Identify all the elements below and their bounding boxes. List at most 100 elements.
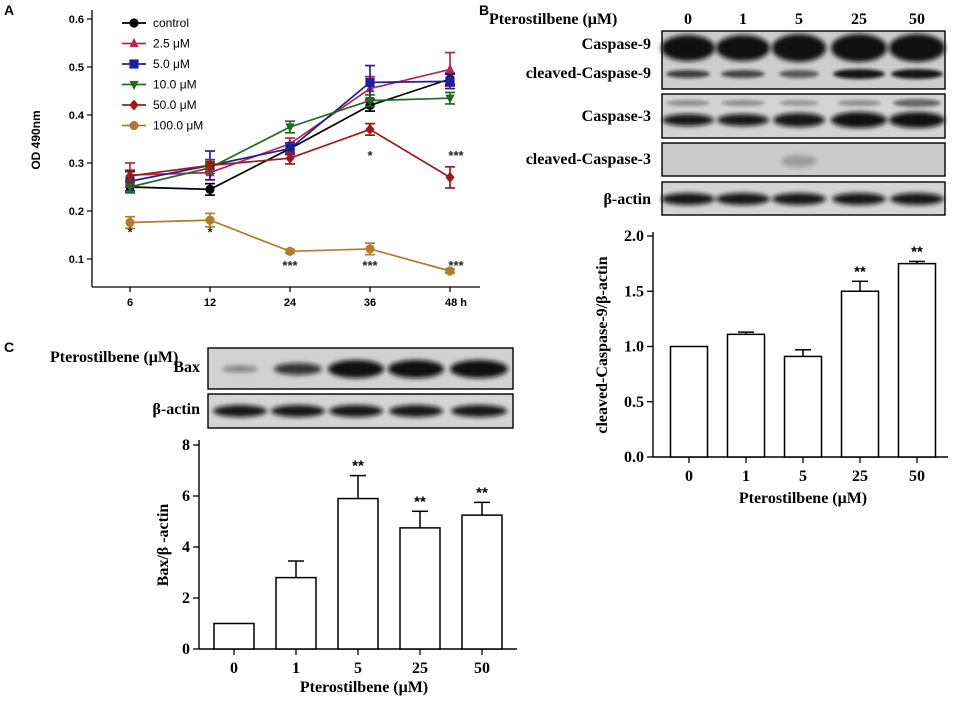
bar-group: 0 xyxy=(669,345,709,485)
blot-band xyxy=(716,35,770,61)
legend-marker xyxy=(129,120,139,131)
blot-row: cleaved-Caspase-3 xyxy=(526,142,946,177)
blot-row-label: β-actin xyxy=(603,191,651,208)
data-point xyxy=(365,77,375,87)
x-axis-label-b: Pterostilbene (μM) xyxy=(739,490,867,507)
blot-band xyxy=(779,100,819,106)
legend-label: 100.0 μM xyxy=(153,119,203,133)
bar xyxy=(399,527,441,650)
blot-band xyxy=(662,114,714,126)
blot-band xyxy=(772,34,826,62)
legend-item: 10.0 μM xyxy=(122,78,197,92)
bar-chart-c: Bax/β -actin Pterostilbene (μM) 0 2 4 6 8 0 1… xyxy=(155,437,517,696)
y-tick-label-a: 0.2 xyxy=(69,206,84,218)
bar xyxy=(213,622,255,650)
x-tick-label: 50 xyxy=(474,660,490,677)
lane-label: 5 xyxy=(795,11,803,28)
data-point xyxy=(365,97,375,107)
significance-marker: * xyxy=(127,225,133,240)
y-tick-label: 1.5 xyxy=(624,283,644,300)
data-point xyxy=(445,63,455,73)
data-point xyxy=(125,183,135,193)
blot-band xyxy=(389,405,443,417)
blot-band xyxy=(781,155,817,167)
significance-marker: * xyxy=(207,225,213,240)
legend-marker xyxy=(129,37,139,48)
data-point xyxy=(125,170,135,182)
legend-item: 100.0 μM xyxy=(122,119,203,133)
lane-label: 0 xyxy=(684,11,692,28)
blot-row-label: Caspase-9 xyxy=(582,36,651,53)
y-axis-label-c: Bax/β -actin xyxy=(155,504,172,587)
blot-band xyxy=(893,99,941,107)
significance-marker: ** xyxy=(414,493,426,510)
bar xyxy=(726,333,766,458)
blot-band xyxy=(837,100,881,106)
blot-c-header-label: Pterostilbene (μM) xyxy=(50,349,178,366)
bar-group: ** 5 xyxy=(337,458,379,677)
significance-marker: ** xyxy=(476,484,488,501)
bar-group: ** 50 xyxy=(897,243,937,485)
data-point xyxy=(445,171,455,183)
bar-group: 5 xyxy=(783,349,823,485)
x-tick-label-a: 24 xyxy=(284,297,297,309)
legend-item: 50.0 μM xyxy=(122,98,197,112)
legend-label: 10.0 μM xyxy=(153,78,197,92)
western-blot-b: Pterostilbene (μM) 0 1 5 25 50 Caspase-9 clea… xyxy=(489,11,946,216)
bar xyxy=(461,514,503,650)
blot-band xyxy=(661,35,715,61)
bar xyxy=(897,262,937,458)
y-tick-label-a: 0.4 xyxy=(69,110,85,122)
blot-band xyxy=(274,363,322,375)
panel-label-c: C xyxy=(4,339,14,355)
data-point xyxy=(205,215,215,225)
lane-label: 50 xyxy=(909,11,925,28)
y-axis-label-a: OD 490nm xyxy=(29,110,43,169)
line-chart-a: OD 490nm 0.10.20.30.40.50.6 6 12 24 36 48 h … xyxy=(29,10,480,309)
y-tick-label: 1.0 xyxy=(624,339,644,356)
bar-group: ** 50 xyxy=(461,484,503,677)
significance-marker: *** xyxy=(448,258,464,273)
legend-item: 2.5 μM xyxy=(122,37,190,51)
significance-marker: ** xyxy=(911,243,923,260)
bar-group: 1 xyxy=(726,331,766,485)
blot-band xyxy=(833,69,885,79)
blot-row: Caspase-9 xyxy=(582,30,946,90)
panel-label-b: B xyxy=(479,2,489,18)
legend-marker xyxy=(129,80,139,91)
blot-row-label: Bax xyxy=(173,359,200,376)
blot-row-label: β-actin xyxy=(152,401,200,418)
data-point xyxy=(125,217,135,228)
x-tick-label-a: 48 h xyxy=(445,297,467,309)
series-100-0-m xyxy=(125,212,455,276)
blot-band xyxy=(773,113,825,127)
blot-band xyxy=(779,70,819,78)
y-tick-label: 8 xyxy=(182,437,190,454)
blot-band xyxy=(832,193,886,205)
y-tick-label: 4 xyxy=(182,539,190,556)
series-50-0-m xyxy=(125,122,455,189)
blot-band xyxy=(271,405,325,417)
bar-group: ** 25 xyxy=(399,493,441,677)
blot-band xyxy=(890,193,944,205)
legend-item: 5.0 μM xyxy=(122,57,190,71)
y-tick-label: 6 xyxy=(182,488,190,505)
significance-marker: *** xyxy=(362,258,378,273)
legend-label: 5.0 μM xyxy=(153,57,190,71)
legend-marker xyxy=(129,99,139,111)
x-tick-label: 0 xyxy=(230,660,238,677)
y-axis-label-b: cleaved-Caspase-9/β-actin xyxy=(594,256,611,433)
blot-band xyxy=(328,360,384,378)
blot-band xyxy=(451,405,507,417)
blot-band xyxy=(716,193,770,205)
panel-label-a: A xyxy=(4,2,14,18)
blot-row-label: cleaved-Caspase-3 xyxy=(526,151,651,168)
y-tick-label-a: 0.1 xyxy=(69,254,84,266)
blot-band xyxy=(721,70,765,78)
blot-row: β-actin xyxy=(603,181,946,216)
x-tick-label-a: 36 xyxy=(364,297,376,309)
significance-marker: *** xyxy=(448,148,464,163)
bar xyxy=(275,576,317,650)
blot-band xyxy=(831,34,887,62)
